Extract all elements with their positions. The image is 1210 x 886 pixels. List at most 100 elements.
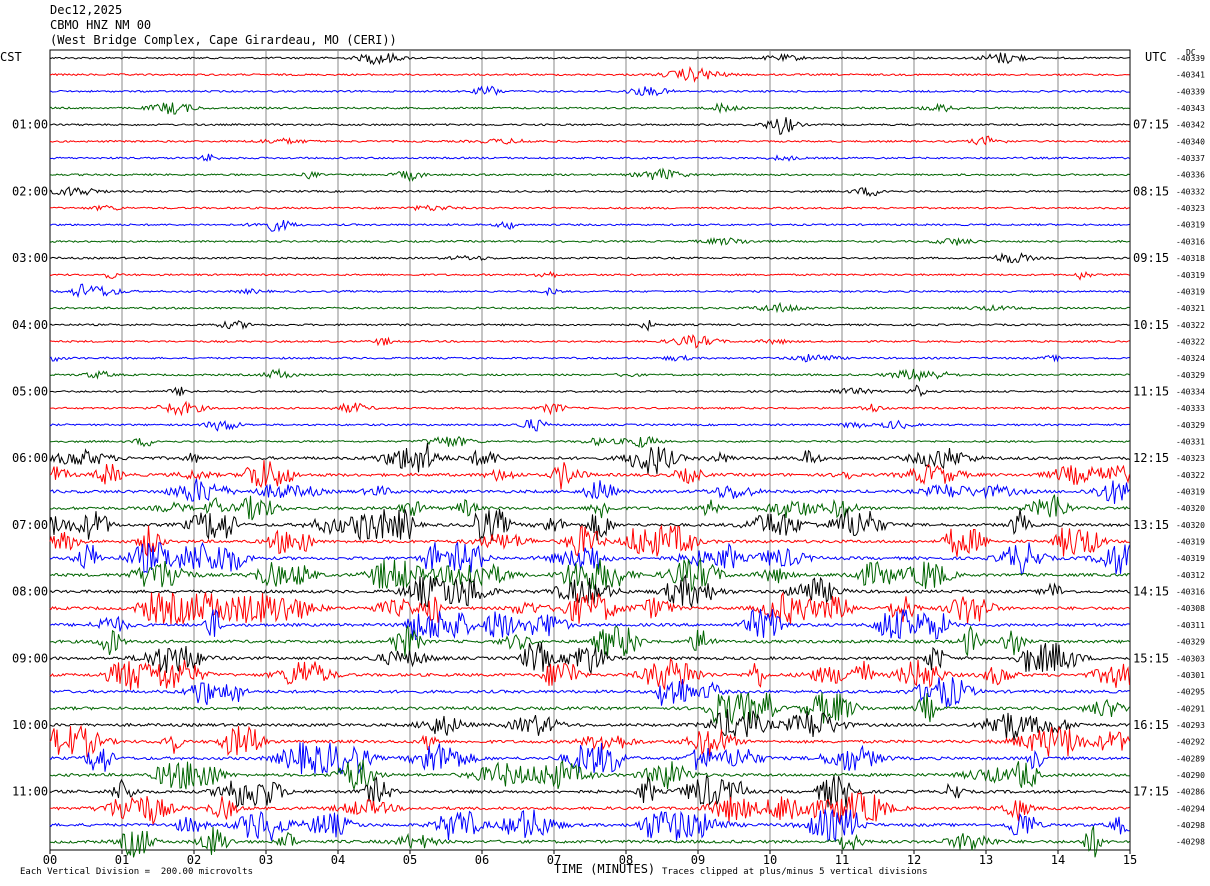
seismic-trace — [49, 270, 1130, 281]
seismic-trace — [49, 102, 1130, 115]
dc-offset-label: -40322 — [1176, 471, 1205, 480]
seismic-trace — [49, 283, 1130, 299]
dc-offset-label: -40341 — [1176, 71, 1205, 80]
seismic-trace — [49, 826, 1130, 858]
seismic-trace — [49, 677, 1130, 707]
clip-note: Traces clipped at plus/minus 5 vertical … — [662, 867, 928, 877]
cst-hour-label: 09:00 — [12, 651, 48, 665]
x-tick-label: 12 — [907, 853, 921, 867]
utc-hour-label: 15:15 — [1133, 651, 1169, 665]
seismic-trace — [49, 774, 1130, 808]
dc-offset-label: -40316 — [1176, 237, 1205, 246]
dc-offset-label: -40292 — [1176, 738, 1205, 747]
seismic-trace — [49, 319, 1130, 332]
dc-offset-label: -40337 — [1176, 154, 1205, 163]
x-tick-label: 10 — [763, 853, 777, 867]
seismic-trace — [49, 367, 1130, 382]
x-tick-label: 15 — [1123, 853, 1137, 867]
dc-offset-label: -40323 — [1176, 204, 1205, 213]
cst-label: CST — [0, 50, 22, 64]
x-axis-label: TIME (MINUTES) — [554, 862, 656, 876]
cst-hour-label: 06:00 — [12, 451, 48, 465]
utc-label: UTC — [1145, 50, 1167, 64]
utc-hour-label: 08:15 — [1133, 184, 1169, 198]
dc-offset-label: -40343 — [1176, 104, 1205, 113]
seismic-trace — [49, 442, 1130, 475]
seismic-trace — [49, 66, 1130, 83]
dc-offset-label: -40321 — [1176, 304, 1205, 313]
seismic-trace — [49, 353, 1130, 363]
seismic-trace — [49, 724, 1130, 758]
utc-hour-label: 11:15 — [1133, 384, 1169, 398]
seismic-trace — [49, 591, 1130, 626]
seismic-trace — [49, 135, 1130, 146]
dc-offset-label: -40298 — [1176, 821, 1205, 830]
utc-hour-label: 13:15 — [1133, 518, 1169, 532]
cst-hour-label: 08:00 — [12, 585, 48, 599]
dc-offset-label: -40329 — [1176, 638, 1205, 647]
station-label: CBMO HNZ NM 00 — [50, 18, 152, 32]
seismic-trace — [49, 117, 1130, 135]
seismic-trace — [49, 333, 1130, 349]
dc-offset-label: -40312 — [1176, 571, 1205, 580]
x-tick-label: 07 — [547, 853, 561, 867]
seismic-trace — [49, 301, 1130, 314]
dc-label: DC — [1186, 48, 1196, 57]
utc-hour-label: 10:15 — [1133, 318, 1169, 332]
dc-offset-label: -40339 — [1176, 54, 1205, 63]
seismic-trace — [49, 435, 1130, 449]
seismic-trace — [49, 51, 1130, 66]
seismic-trace — [49, 608, 1130, 641]
utc-hour-label: 12:15 — [1133, 451, 1169, 465]
x-tick-label: 08 — [619, 853, 633, 867]
dc-offset-label: -40322 — [1176, 321, 1205, 330]
scale-note: Each Vertical Division = 200.00 microvol… — [20, 867, 253, 877]
dc-offset-label: -40332 — [1176, 187, 1205, 196]
seismic-trace — [49, 658, 1130, 690]
seismic-trace — [49, 541, 1130, 575]
x-tick-label: 03 — [259, 853, 273, 867]
seismic-trace — [49, 524, 1130, 557]
dc-offset-label: -40286 — [1176, 788, 1205, 797]
seismic-trace — [49, 219, 1130, 233]
dc-offset-label: -40320 — [1176, 521, 1205, 530]
x-tick-label: 01 — [115, 853, 129, 867]
dc-offset-label: -40295 — [1176, 688, 1205, 697]
seismic-trace — [50, 384, 1130, 398]
seismic-trace — [49, 642, 1130, 675]
dc-offset-label: -40303 — [1176, 654, 1205, 663]
seismic-trace — [49, 236, 1130, 247]
dc-offset-label: -40334 — [1176, 387, 1205, 396]
x-tick-label: 06 — [475, 853, 489, 867]
date-label: Dec12,2025 — [50, 3, 123, 17]
dc-offset-label: -40294 — [1176, 804, 1205, 813]
plot-frame — [49, 49, 1131, 851]
dc-offset-label: -40329 — [1176, 371, 1205, 380]
dc-offset-label: -40322 — [1176, 337, 1205, 346]
seismic-trace — [49, 759, 1130, 790]
cst-hour-label: 10:00 — [12, 718, 48, 732]
seismic-trace — [49, 85, 1130, 97]
dc-offset-label: -40319 — [1176, 221, 1205, 230]
cst-hour-label: 04:00 — [12, 318, 48, 332]
dc-offset-label: -40319 — [1176, 271, 1205, 280]
dc-offset-label: -40333 — [1176, 404, 1205, 413]
dc-offset-label: -40298 — [1176, 838, 1205, 847]
seismic-trace — [49, 153, 1130, 162]
dc-offset-label: -40342 — [1176, 121, 1205, 130]
utc-hour-label: 16:15 — [1133, 718, 1169, 732]
seismic-trace — [49, 709, 1130, 741]
utc-hour-label: 09:15 — [1133, 251, 1169, 265]
seismic-trace — [49, 167, 1130, 183]
seismic-trace — [49, 574, 1130, 609]
seismic-trace — [50, 252, 1130, 264]
dc-offset-label: -40319 — [1176, 488, 1205, 497]
cst-hour-label: 03:00 — [12, 251, 48, 265]
cst-hour-label: 02:00 — [12, 184, 48, 198]
x-tick-label: 11 — [835, 853, 849, 867]
dc-offset-label: -40291 — [1176, 704, 1205, 713]
dc-offset-label: -40289 — [1176, 754, 1205, 763]
dc-offset-label: -40319 — [1176, 287, 1205, 296]
dc-offset-label: -40319 — [1176, 538, 1205, 547]
seismic-trace — [49, 692, 1130, 726]
